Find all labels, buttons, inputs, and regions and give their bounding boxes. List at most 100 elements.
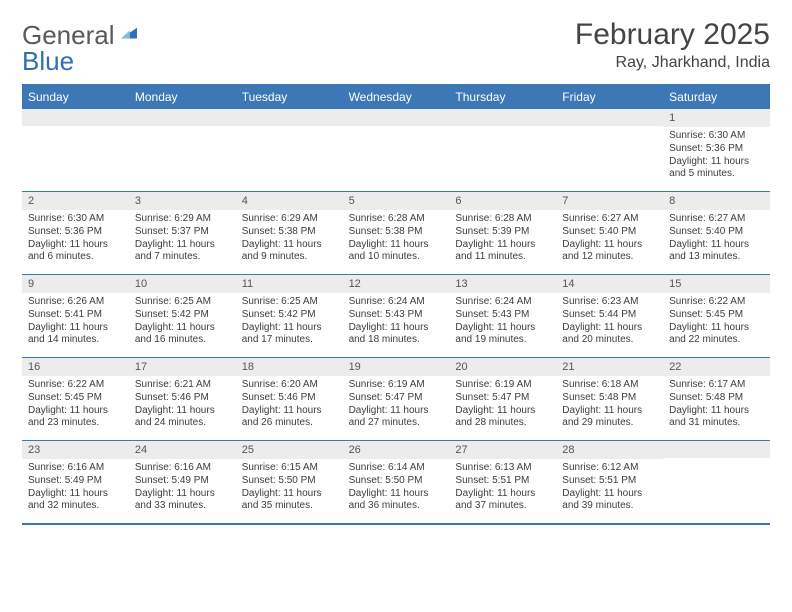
day-cell: 26Sunrise: 6:14 AMSunset: 5:50 PMDayligh…	[343, 441, 450, 523]
week-row: 23 Sunrise: 6:16 AM Sunset: 5:49 PM Dayligh…	[22, 441, 770, 525]
daylight-text: and 6 minutes.	[28, 251, 123, 264]
weekday-header-row: Sunday Monday Tuesday Wednesday Thursday…	[22, 86, 770, 109]
daylight-text: Daylight: 11 hours	[135, 488, 230, 501]
sunrise-text: Sunrise: 6:20 AM	[242, 379, 337, 392]
daylight-text: Daylight: 11 hours	[242, 488, 337, 501]
day-cell: 24Sunrise: 6:16 AMSunset: 5:49 PMDayligh…	[129, 441, 236, 523]
daylight-text: and 29 minutes.	[562, 417, 657, 430]
sunset-text: Sunset: 5:45 PM	[28, 392, 123, 405]
day-cell: 5Sunrise: 6:28 AMSunset: 5:38 PMDaylight…	[343, 192, 450, 274]
sunset-text: Sunset: 5:43 PM	[455, 309, 550, 322]
day-number: 14	[556, 275, 663, 293]
day-cell: 12Sunrise: 6:24 AMSunset: 5:43 PMDayligh…	[343, 275, 450, 357]
day-number: 13	[449, 275, 556, 293]
sunset-text: Sunset: 5:43 PM	[349, 309, 444, 322]
daylight-text: Daylight: 11 hours	[349, 239, 444, 252]
day-number	[556, 109, 663, 126]
daylight-text: Daylight: 11 hours	[562, 322, 657, 335]
daylight-text: Daylight: 11 hours	[349, 488, 444, 501]
sunrise-text: Sunrise: 6:13 AM	[455, 462, 550, 475]
sunset-text: Sunset: 5:36 PM	[669, 143, 764, 156]
daylight-text: and 7 minutes.	[135, 251, 230, 264]
daylight-text: Daylight: 11 hours	[455, 405, 550, 418]
sunset-text: Sunset: 5:50 PM	[242, 475, 337, 488]
daylight-text: and 11 minutes.	[455, 251, 550, 264]
day-cell: 17Sunrise: 6:21 AMSunset: 5:46 PMDayligh…	[129, 358, 236, 440]
day-cell: 25Sunrise: 6:15 AMSunset: 5:50 PMDayligh…	[236, 441, 343, 523]
title-block: February 2025 Ray, Jharkhand, India	[575, 18, 770, 72]
day-number: 9	[22, 275, 129, 293]
sunrise-text: Sunrise: 6:29 AM	[242, 213, 337, 226]
day-number: 5	[343, 192, 450, 210]
day-cell: 11Sunrise: 6:25 AMSunset: 5:42 PMDayligh…	[236, 275, 343, 357]
day-number: 19	[343, 358, 450, 376]
sunset-text: Sunset: 5:49 PM	[28, 475, 123, 488]
day-number: 2	[22, 192, 129, 210]
day-number: 3	[129, 192, 236, 210]
daylight-text: and 12 minutes.	[562, 251, 657, 264]
sunrise-text: Sunrise: 6:16 AM	[135, 462, 230, 475]
daylight-text: and 28 minutes.	[455, 417, 550, 430]
weekday-header: Tuesday	[236, 86, 343, 109]
day-cell: 16Sunrise: 6:22 AMSunset: 5:45 PMDayligh…	[22, 358, 129, 440]
daylight-text: and 19 minutes.	[455, 334, 550, 347]
day-number: 21	[556, 358, 663, 376]
day-cell	[129, 109, 236, 191]
daylight-text: Daylight: 11 hours	[349, 322, 444, 335]
daylight-text: Daylight: 11 hours	[28, 239, 123, 252]
sunset-text: Sunset: 5:44 PM	[562, 309, 657, 322]
page-header: GeneralBlue February 2025 Ray, Jharkhand…	[22, 18, 770, 74]
daylight-text: Daylight: 11 hours	[135, 239, 230, 252]
daylight-text: and 18 minutes.	[349, 334, 444, 347]
day-number: 28	[556, 441, 663, 459]
day-number	[449, 109, 556, 126]
sunset-text: Sunset: 5:42 PM	[242, 309, 337, 322]
month-title: February 2025	[575, 18, 770, 52]
day-cell: 6Sunrise: 6:28 AMSunset: 5:39 PMDaylight…	[449, 192, 556, 274]
weekday-header: Thursday	[449, 86, 556, 109]
sunrise-text: Sunrise: 6:23 AM	[562, 296, 657, 309]
calendar-grid: Sunday Monday Tuesday Wednesday Thursday…	[22, 84, 770, 525]
day-cell: 28Sunrise: 6:12 AMSunset: 5:51 PMDayligh…	[556, 441, 663, 523]
daylight-text: and 9 minutes.	[242, 251, 337, 264]
daylight-text: Daylight: 11 hours	[669, 322, 764, 335]
day-number	[22, 109, 129, 126]
sunset-text: Sunset: 5:51 PM	[562, 475, 657, 488]
sunrise-text: Sunrise: 6:18 AM	[562, 379, 657, 392]
day-number: 6	[449, 192, 556, 210]
daylight-text: Daylight: 11 hours	[135, 405, 230, 418]
week-row: 16Sunrise: 6:22 AMSunset: 5:45 PMDayligh…	[22, 358, 770, 441]
daylight-text: Daylight: 11 hours	[455, 488, 550, 501]
daylight-text: Daylight: 11 hours	[669, 239, 764, 252]
sunset-text: Sunset: 5:50 PM	[349, 475, 444, 488]
sunset-text: Sunset: 5:38 PM	[349, 226, 444, 239]
daylight-text: and 35 minutes.	[242, 500, 337, 513]
sunrise-text: Sunrise: 6:21 AM	[135, 379, 230, 392]
sunrise-text: Sunrise: 6:15 AM	[242, 462, 337, 475]
daylight-text: and 31 minutes.	[669, 417, 764, 430]
day-number: 23	[22, 441, 129, 459]
daylight-text: and 5 minutes.	[669, 168, 764, 181]
day-number: 22	[663, 358, 770, 376]
daylight-text: Daylight: 11 hours	[562, 405, 657, 418]
day-number: 12	[343, 275, 450, 293]
daylight-text: and 33 minutes.	[135, 500, 230, 513]
daylight-text: Daylight: 11 hours	[455, 239, 550, 252]
day-cell: 13Sunrise: 6:24 AMSunset: 5:43 PMDayligh…	[449, 275, 556, 357]
daylight-text: and 32 minutes.	[28, 500, 123, 513]
day-number: 8	[663, 192, 770, 210]
sunrise-text: Sunrise: 6:25 AM	[242, 296, 337, 309]
sunset-text: Sunset: 5:47 PM	[455, 392, 550, 405]
day-number: 15	[663, 275, 770, 293]
sunset-text: Sunset: 5:48 PM	[669, 392, 764, 405]
day-number: 17	[129, 358, 236, 376]
day-cell: 10Sunrise: 6:25 AMSunset: 5:42 PMDayligh…	[129, 275, 236, 357]
daylight-text: and 17 minutes.	[242, 334, 337, 347]
daylight-text: Daylight: 11 hours	[28, 405, 123, 418]
sunset-text: Sunset: 5:51 PM	[455, 475, 550, 488]
day-cell: 27Sunrise: 6:13 AMSunset: 5:51 PMDayligh…	[449, 441, 556, 523]
day-cell: 4Sunrise: 6:29 AMSunset: 5:38 PMDaylight…	[236, 192, 343, 274]
location-subtitle: Ray, Jharkhand, India	[575, 54, 770, 72]
sunrise-text: Sunrise: 6:19 AM	[349, 379, 444, 392]
sunset-text: Sunset: 5:39 PM	[455, 226, 550, 239]
